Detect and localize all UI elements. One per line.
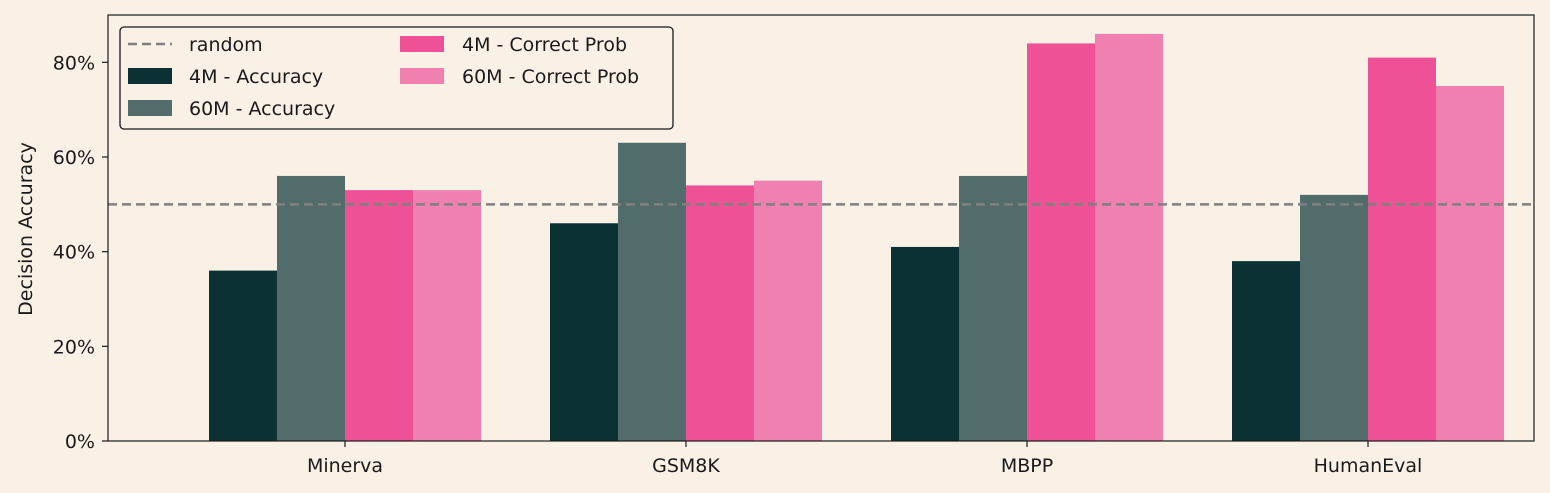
legend-label: 4M - Accuracy: [189, 66, 323, 88]
bar-gsm8k-4m-accuracy: [550, 223, 618, 441]
legend-swatch: [400, 36, 444, 52]
bar-minerva-4m-correct-prob: [345, 190, 413, 441]
bar-humaneval-4m-correct-prob: [1368, 57, 1436, 441]
y-tick-label: 20%: [53, 336, 95, 358]
bar-minerva-60m-accuracy: [277, 175, 345, 441]
legend-swatch: [128, 100, 172, 116]
bars-layer: [209, 33, 1504, 442]
bar-humaneval-60m-accuracy: [1300, 194, 1368, 441]
bar-mbpp-4m-correct-prob: [1027, 43, 1095, 442]
bar-mbpp-60m-correct-prob: [1095, 33, 1163, 441]
bar-humaneval-60m-correct-prob: [1436, 86, 1504, 441]
bar-minerva-4m-accuracy: [209, 270, 277, 441]
bar-gsm8k-60m-accuracy: [618, 142, 686, 442]
x-tick-label: HumanEval: [1314, 455, 1423, 477]
bar-mbpp-4m-accuracy: [891, 246, 959, 441]
bar-gsm8k-60m-correct-prob: [754, 180, 822, 441]
y-tick-label: 0%: [65, 431, 95, 453]
legend-label: 60M - Accuracy: [189, 98, 335, 120]
legend-label: random: [189, 34, 263, 56]
y-tick-label: 40%: [53, 242, 95, 264]
x-tick-label: Minerva: [307, 455, 383, 477]
bar-humaneval-4m-accuracy: [1232, 261, 1300, 441]
legend-swatch: [128, 68, 172, 84]
legend-label: 60M - Correct Prob: [462, 66, 639, 88]
bar-mbpp-60m-accuracy: [959, 175, 1027, 441]
axes-layer: 0% 20% 40% 60% 80% Minerva GSM8K MBPP HumanEval: [53, 14, 1535, 477]
y-axis-label: Decision Accuracy: [15, 142, 37, 316]
legend-box: [119, 26, 674, 130]
bar-minerva-60m-correct-prob: [413, 190, 481, 441]
x-tick-label: MBPP: [1001, 455, 1053, 477]
bar-gsm8k-4m-correct-prob: [686, 185, 754, 441]
legend: random 4M - Accuracy 60M - Accuracy 4M - Co…: [119, 26, 674, 130]
legend-swatch: [400, 68, 444, 84]
plot-frame: [107, 14, 1535, 442]
x-tick-label: GSM8K: [652, 455, 720, 477]
y-tick-label: 60%: [53, 147, 95, 169]
legend-label: 4M - Correct Prob: [462, 34, 627, 56]
y-tick-label: 80%: [53, 52, 95, 74]
